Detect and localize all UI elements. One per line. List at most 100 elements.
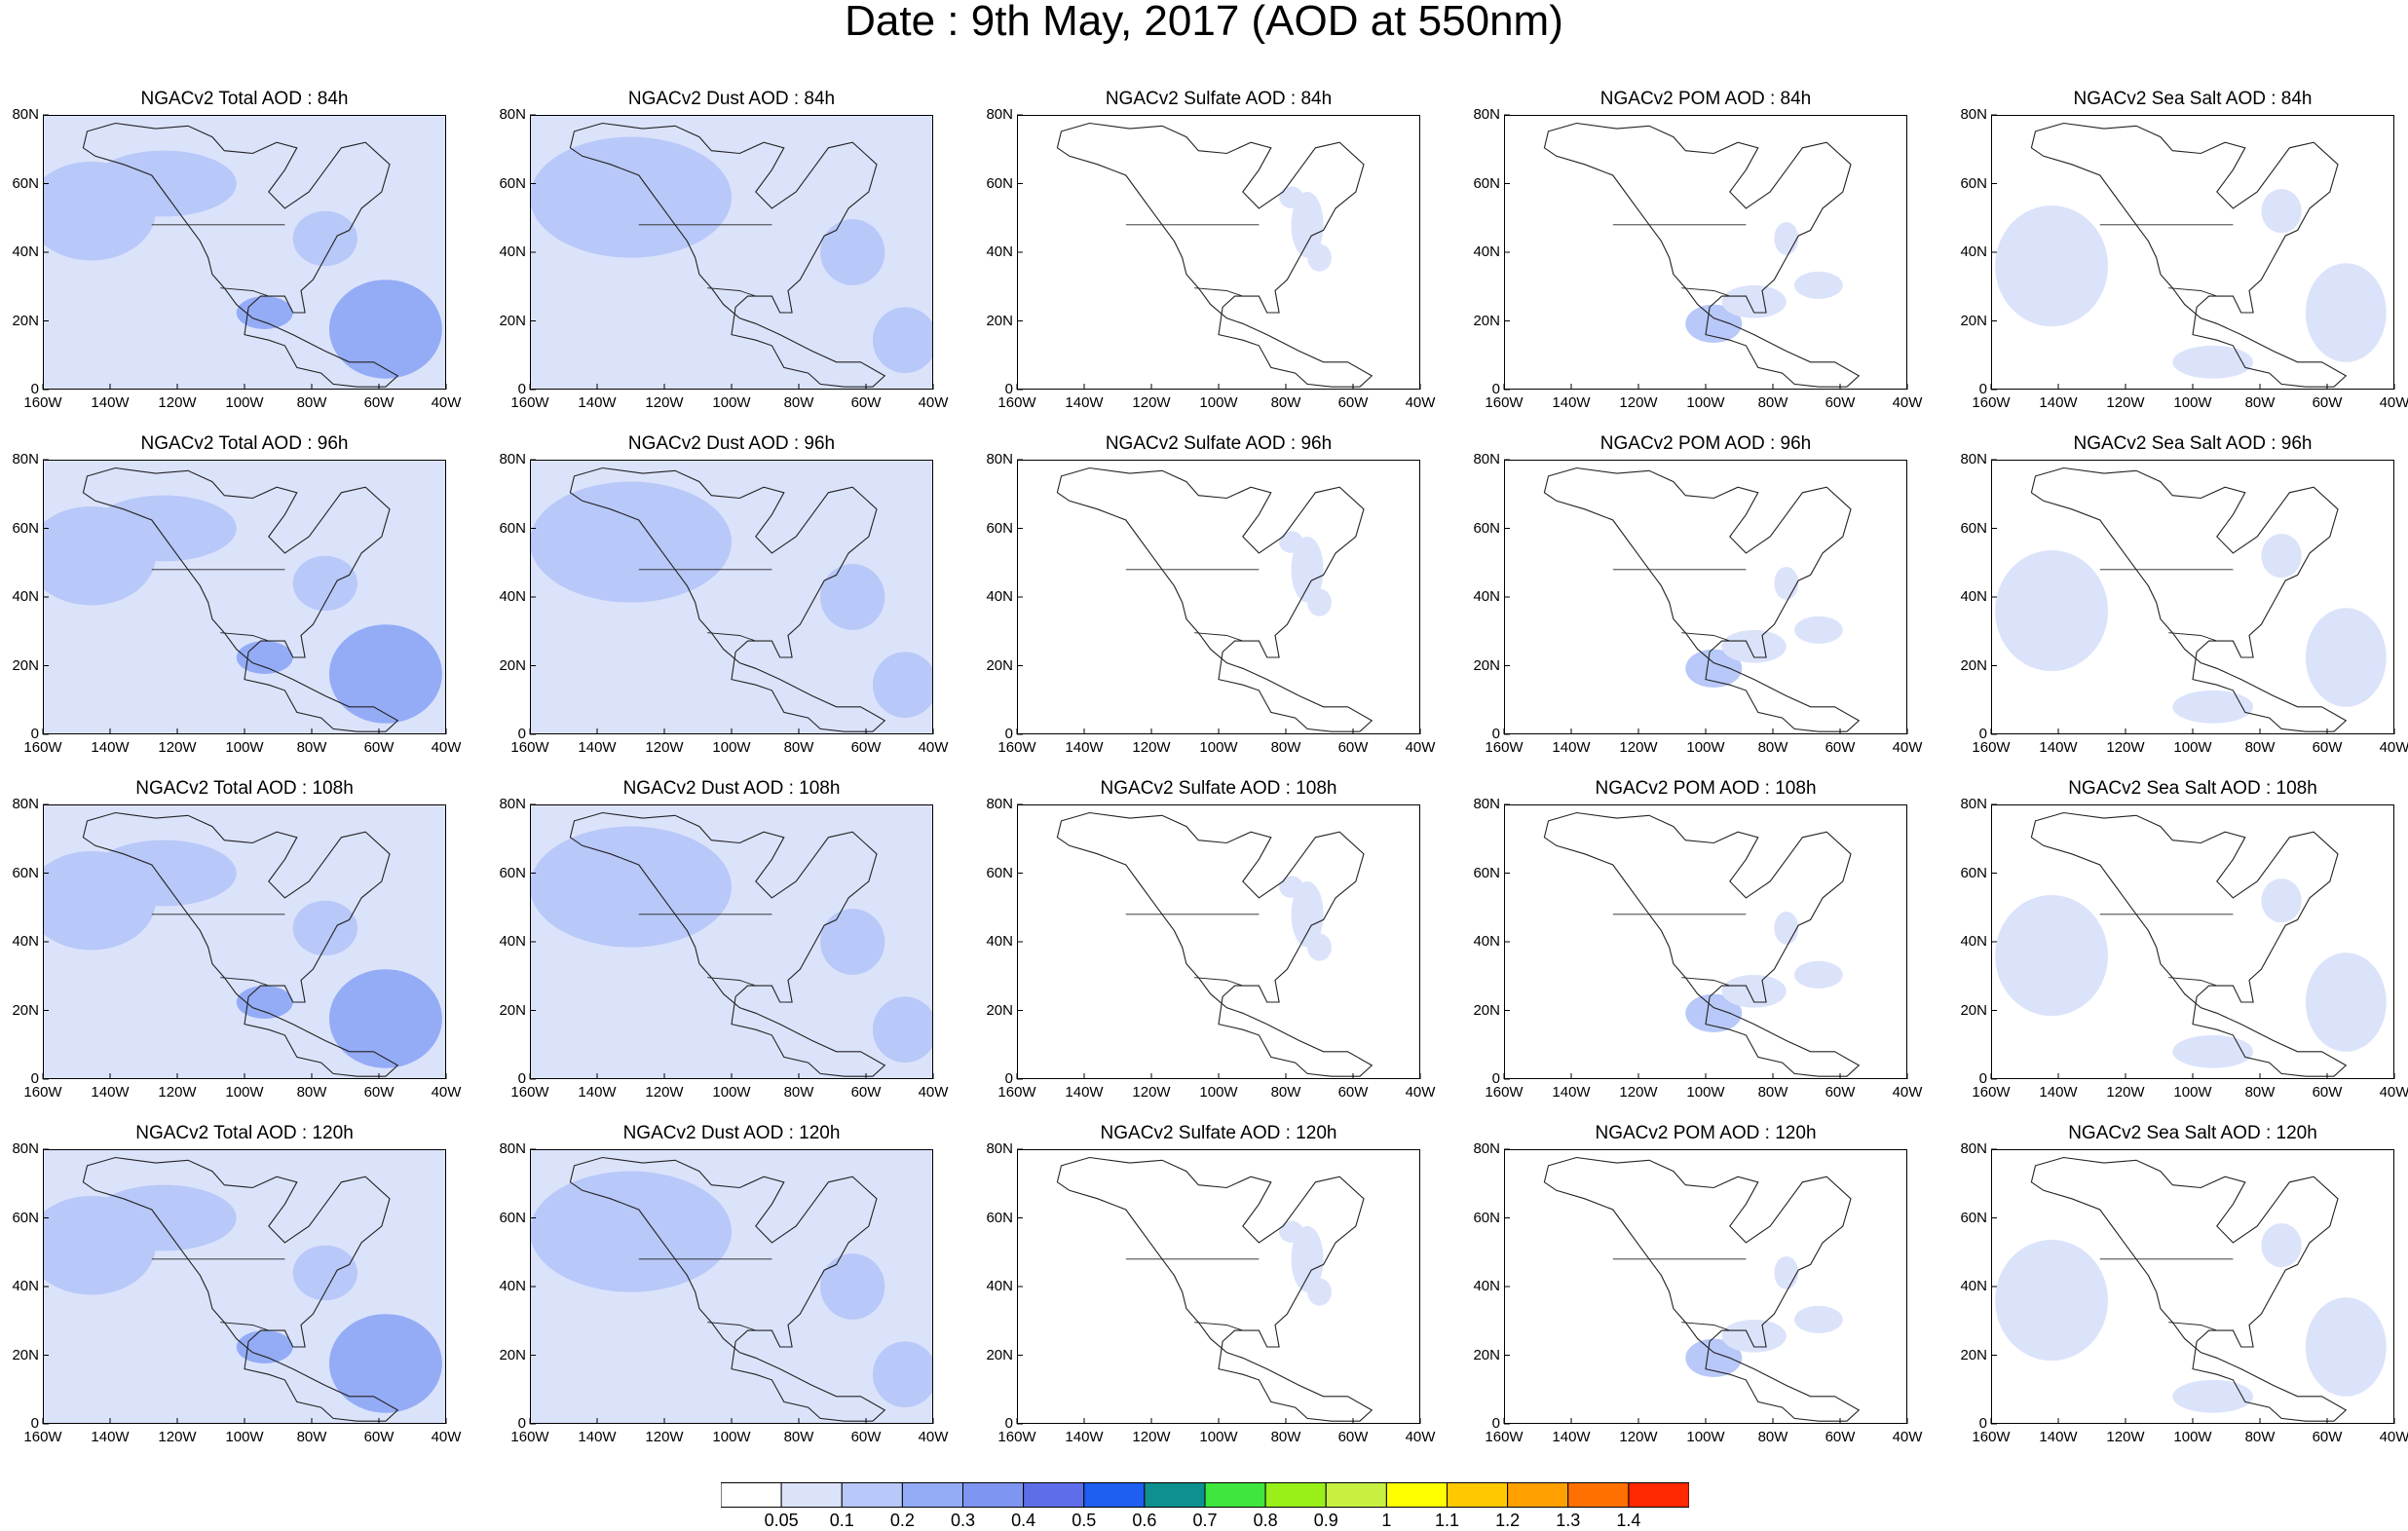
lat-label: 60N [499, 864, 526, 881]
colorbar-swatch [1447, 1482, 1509, 1508]
lat-label: 0 [1491, 381, 1500, 397]
lon-label: 40W [1892, 394, 1923, 411]
lat-label: 80N [986, 106, 1013, 123]
map-plot [1503, 459, 1908, 735]
map-panel: NGACv2 Total AOD : 96h 80N 60N 40N 20N 0 160W 1… [12, 434, 461, 760]
country-border [707, 287, 756, 297]
lon-label: 60W [1337, 394, 1369, 411]
country-border [2168, 287, 2217, 297]
colorbar-label: 0.7 [1192, 1511, 1218, 1530]
map-plot [1016, 114, 1421, 391]
panel-title: NGACv2 POM AOD : 120h [1595, 1123, 1817, 1143]
lon-label: 140W [578, 739, 617, 756]
map-background [1504, 115, 1907, 390]
lon-label: 140W [578, 1429, 617, 1445]
lon-label: 160W [23, 394, 62, 411]
lon-label: 100W [2173, 1084, 2212, 1101]
lat-label: 0 [1491, 1415, 1500, 1432]
aod-shading [872, 996, 933, 1064]
colorbar-swatch [1023, 1482, 1085, 1508]
aod-shading [872, 652, 933, 719]
panel-title: NGACv2 Dust AOD : 120h [622, 1123, 841, 1143]
lat-label: 40N [1960, 933, 1987, 950]
aod-shading [2172, 1379, 2254, 1413]
lat-label: 60N [986, 519, 1013, 537]
aod-shading [1995, 550, 2109, 672]
aod-shading [292, 900, 357, 956]
coastline [2030, 122, 2348, 388]
lat-label: 20N [499, 656, 526, 674]
aod-shading [236, 641, 293, 674]
panel-title: NGACv2 Sulfate AOD : 108h [1100, 778, 1337, 799]
aod-shading [2305, 1297, 2387, 1397]
lat-label: 60N [499, 1209, 526, 1226]
aod-shading [1995, 205, 2109, 327]
lon-label: 120W [2106, 739, 2145, 756]
lon-label: 60W [1825, 1429, 1856, 1445]
lon-label: 120W [158, 1084, 197, 1101]
lat-label: 80N [1473, 796, 1500, 812]
lat-label: 60N [1473, 864, 1500, 881]
aod-shading [1279, 876, 1303, 898]
lon-label: 40W [2379, 1084, 2408, 1101]
aod-shading [2172, 1034, 2254, 1068]
lon-label: 100W [1199, 1084, 1238, 1101]
lat-label: 20N [1960, 656, 1987, 674]
country-border [1194, 287, 1243, 297]
aod-shading [328, 1314, 442, 1413]
lon-label: 60W [363, 394, 395, 411]
country-border [1194, 1322, 1243, 1331]
map-plot [1503, 114, 1908, 391]
aod-shading [1307, 588, 1332, 616]
lat-label: 20N [986, 656, 1013, 674]
panel-title: NGACv2 Total AOD : 84h [140, 89, 349, 109]
lon-label: 160W [510, 739, 549, 756]
lon-label: 100W [225, 1084, 264, 1101]
colorbar-label: 0.8 [1253, 1511, 1278, 1530]
aod-shading [91, 150, 237, 217]
lat-label: 40N [1473, 933, 1500, 950]
panel-title: NGACv2 Dust AOD : 84h [627, 89, 836, 109]
lat-label: 40N [1473, 588, 1500, 605]
lon-label: 120W [645, 1084, 684, 1101]
country-border [1194, 977, 1243, 987]
colorbar-swatch [1264, 1482, 1327, 1508]
lat-label: 20N [1473, 312, 1500, 329]
lon-label: 80W [1270, 739, 1301, 756]
lon-label: 40W [918, 1429, 949, 1445]
lat-label: 60N [1473, 174, 1500, 192]
lon-label: 160W [510, 1429, 549, 1445]
lon-label: 80W [296, 739, 327, 756]
lat-label: 40N [986, 933, 1013, 950]
lat-label: 40N [1960, 588, 1987, 605]
aod-shading [1291, 880, 1324, 948]
map-background [1504, 460, 1907, 734]
lat-label: 80N [499, 1140, 526, 1157]
aod-shading [1685, 1338, 1743, 1378]
lat-label: 80N [12, 1140, 39, 1157]
lat-label: 80N [986, 796, 1013, 812]
lon-label: 160W [1485, 1429, 1524, 1445]
aod-shading [1291, 536, 1324, 603]
lon-label: 160W [510, 1084, 549, 1101]
lat-label: 20N [986, 1346, 1013, 1363]
lon-label: 40W [431, 394, 462, 411]
lon-label: 120W [158, 1429, 197, 1445]
lat-label: 20N [986, 1001, 1013, 1019]
lon-label: 140W [91, 1084, 130, 1101]
lat-label: 0 [1004, 1415, 1013, 1432]
lon-label: 40W [2379, 739, 2408, 756]
lon-label: 100W [225, 394, 264, 411]
lon-label: 140W [2039, 1429, 2078, 1445]
aod-shading [1794, 271, 1843, 299]
lat-label: 80N [499, 106, 526, 123]
lat-label: 80N [12, 106, 39, 123]
lat-label: 80N [1960, 451, 1987, 467]
map-background [1017, 460, 1420, 734]
lon-label: 160W [1972, 394, 2011, 411]
colorbar-swatch [1144, 1482, 1206, 1508]
lon-label: 60W [2312, 394, 2343, 411]
lat-label: 80N [1960, 106, 1987, 123]
colorbar-label: 0.3 [950, 1511, 976, 1530]
lon-label: 120W [645, 394, 684, 411]
